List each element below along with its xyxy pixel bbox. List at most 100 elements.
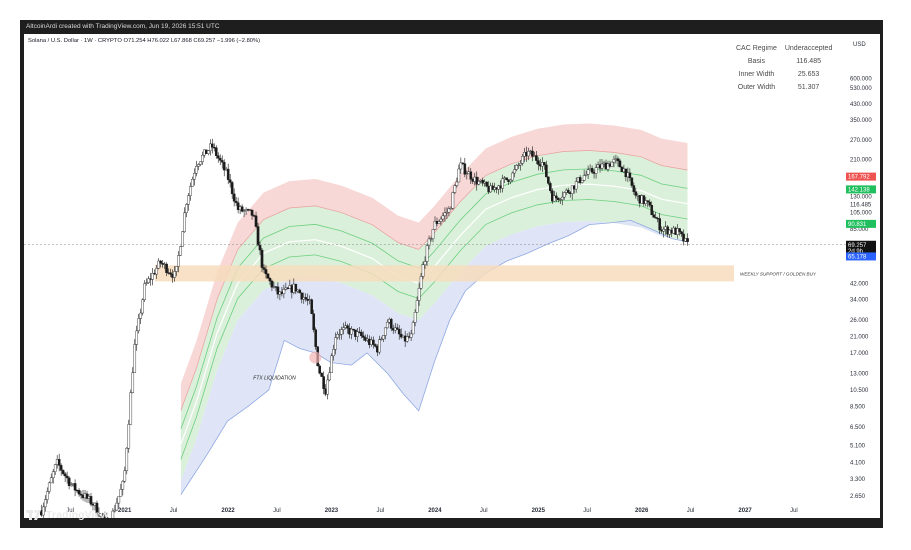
- candle-body: [441, 215, 445, 220]
- candle-body: [67, 477, 71, 486]
- candle-body: [298, 289, 302, 294]
- time-tick-label: Jul: [583, 508, 591, 514]
- candle-body: [537, 160, 540, 165]
- candle-body: [193, 173, 196, 180]
- candle-body: [445, 212, 449, 214]
- price-tick-label: 3.300: [850, 477, 866, 483]
- time-axis: Jul 2021 Jul 2022 Jul 2023 Jul 2024 Jul 2025 Jul 20…: [66, 508, 797, 514]
- candle-body: [141, 299, 144, 314]
- bands-layer: [180, 123, 688, 495]
- annotation-layer: FTX LIQUIDATION: [253, 351, 322, 382]
- candle-body: [57, 459, 61, 466]
- price-tag: [846, 219, 876, 228]
- candle-body: [610, 161, 614, 167]
- candle-body: [630, 177, 634, 186]
- price-tick-label: 4.100: [850, 460, 866, 466]
- price-tick-label: 6.500: [850, 425, 866, 431]
- candle-body: [429, 238, 433, 240]
- candle-body: [201, 154, 204, 163]
- candle-body: [425, 245, 429, 262]
- inner-lower-line: [180, 199, 688, 460]
- candle-body: [477, 181, 481, 185]
- candle-body: [183, 212, 186, 232]
- candle-body: [385, 321, 389, 329]
- candle-body: [423, 261, 427, 265]
- footer-bar: TradingView: [20, 500, 883, 528]
- candle-body: [157, 260, 160, 269]
- price-tag-label: 69.257: [848, 243, 867, 249]
- candle-body: [195, 166, 198, 174]
- tradingview-logo[interactable]: TradingView: [26, 508, 109, 522]
- candle-body: [350, 328, 353, 335]
- candle-body: [270, 280, 274, 288]
- candle-body: [304, 297, 308, 300]
- candle-body: [210, 143, 214, 148]
- candle-body: [151, 273, 154, 280]
- candle-body: [266, 273, 270, 279]
- candle-body: [535, 155, 538, 161]
- candle-body: [328, 372, 331, 381]
- candle-body: [218, 157, 222, 161]
- candle-body: [129, 392, 133, 425]
- time-tick-label: 2023: [325, 508, 339, 514]
- candle-body: [399, 333, 403, 338]
- candle-body: [509, 179, 512, 183]
- time-tick-label: Jul: [480, 508, 488, 514]
- price-tick-label: 21.000: [850, 335, 869, 341]
- candle-body: [574, 181, 578, 190]
- candle-body: [618, 160, 622, 168]
- candle-body: [419, 276, 423, 289]
- candle-body: [45, 491, 49, 500]
- candle-body: [125, 448, 129, 471]
- time-tick-label: Jul: [790, 508, 798, 514]
- candle-body: [543, 162, 546, 166]
- price-tag: [846, 240, 876, 249]
- cac-key: CAC Regime: [736, 45, 777, 52]
- candle-body: [250, 209, 254, 216]
- candle-body: [433, 221, 437, 230]
- candle-body: [268, 278, 272, 282]
- candle-body: [594, 167, 598, 174]
- candle-body: [356, 331, 359, 337]
- candle-body: [421, 264, 425, 277]
- chart-svg[interactable]: WEEKLY SUPPORT / GOLDEN BUY FTX LIQUIDAT…: [24, 34, 880, 531]
- price-tick-label: 270.000: [850, 138, 872, 144]
- cac-row-inner: Inner Width 25.653: [732, 68, 836, 81]
- candle-body: [431, 229, 435, 239]
- tradingview-logo-icon: [26, 510, 42, 520]
- time-tick-label: Jul: [273, 508, 281, 514]
- candle-body: [191, 178, 194, 187]
- support-zone-label: WEEKLY SUPPORT / GOLDEN BUY: [740, 271, 817, 276]
- candle-body: [463, 163, 467, 175]
- candle-body: [300, 292, 304, 300]
- price-tag-label: 65.178: [848, 254, 867, 260]
- time-tick-label: 2022: [221, 508, 235, 514]
- time-tick-label: Jul: [66, 508, 74, 514]
- price-tick-label: 600.000: [850, 77, 872, 83]
- price-tick-label: 350.000: [850, 118, 872, 124]
- candle-body: [481, 179, 485, 184]
- candle-body: [310, 299, 314, 314]
- candle-body: [173, 271, 176, 278]
- candle-body: [397, 329, 401, 335]
- candle-body: [254, 215, 258, 227]
- candle-body: [584, 174, 588, 176]
- candle-body: [226, 168, 230, 180]
- cac-value: 116.485: [796, 58, 821, 65]
- time-tick-label: 2026: [635, 508, 649, 514]
- candle-body: [505, 177, 508, 180]
- candle-body: [427, 238, 431, 246]
- candle-body: [455, 181, 459, 186]
- candle-body: [51, 471, 55, 478]
- candle-body: [654, 217, 658, 219]
- price-chart[interactable]: WEEKLY SUPPORT / GOLDEN BUY FTX LIQUIDAT…: [24, 34, 880, 531]
- candle-body: [465, 173, 469, 175]
- candle-body: [320, 372, 323, 377]
- candle-body: [682, 233, 685, 242]
- candle-body: [41, 506, 45, 516]
- candle-body: [570, 185, 574, 194]
- candle-body: [380, 338, 383, 341]
- candle-body: [652, 214, 656, 218]
- candle-body: [159, 260, 162, 264]
- price-tick-label: 2.650: [850, 494, 866, 500]
